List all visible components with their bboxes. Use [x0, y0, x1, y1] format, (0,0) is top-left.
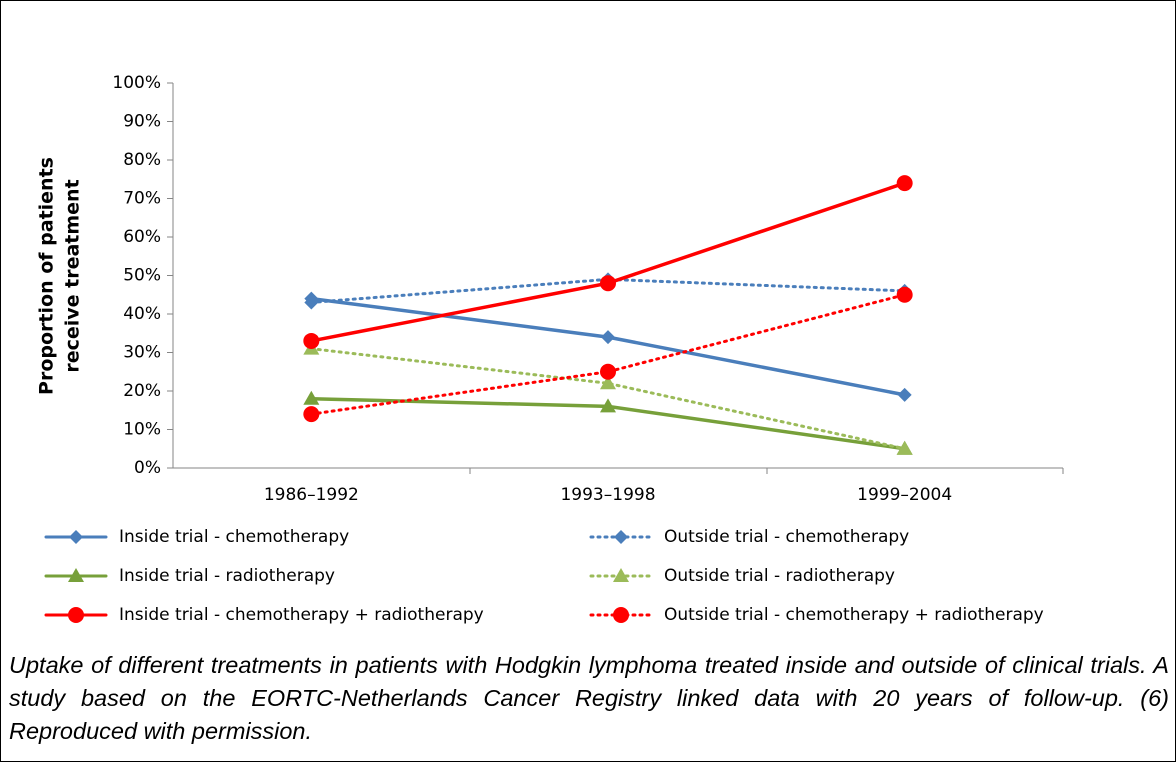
- y-tick-label: 60%: [123, 227, 161, 247]
- marker: [600, 398, 616, 413]
- marker: [897, 387, 912, 402]
- marker: [68, 568, 84, 582]
- legend-label: Outside trial - radiotherapy: [664, 566, 895, 586]
- marker: [303, 332, 320, 349]
- caption: Uptake of different treatments in patien…: [9, 652, 1169, 744]
- marker: [600, 363, 616, 380]
- series-line: [309, 347, 907, 451]
- y-tick-label: 0%: [134, 458, 161, 478]
- legend-label: Inside trial - radiotherapy: [119, 566, 335, 586]
- x-tick-label: 1999–2004: [857, 485, 952, 505]
- y-tick-label: 70%: [123, 189, 161, 209]
- y-tick-label: 50%: [123, 266, 161, 286]
- marker: [614, 530, 628, 544]
- x-tick-label: 1993–1998: [560, 485, 655, 505]
- legend-label: Outside trial - chemotherapy: [664, 527, 909, 547]
- y-tick-label: 20%: [123, 381, 161, 401]
- legend-label: Inside trial - chemotherapy + radiothera…: [119, 605, 484, 625]
- legend-label: Inside trial - chemotherapy: [119, 527, 349, 547]
- marker: [896, 286, 913, 303]
- y-tick-label: 100%: [112, 73, 161, 93]
- marker: [896, 440, 913, 455]
- marker: [68, 607, 84, 623]
- marker: [303, 390, 320, 405]
- y-tick-label: 80%: [123, 150, 161, 170]
- y-tick-label: 10%: [123, 420, 161, 440]
- marker: [69, 530, 83, 544]
- y-tick-label: 30%: [123, 343, 161, 363]
- marker: [303, 406, 320, 423]
- legend-label: Outside trial - chemotherapy + radiother…: [664, 605, 1044, 625]
- y-axis-label: receive treatment: [62, 179, 84, 372]
- marker: [304, 295, 319, 310]
- y-axis-label: Proportion of patients: [36, 157, 58, 395]
- marker: [613, 607, 629, 623]
- y-tick-label: 40%: [123, 304, 161, 324]
- marker: [601, 330, 615, 345]
- series-line: [309, 277, 907, 304]
- marker: [896, 175, 913, 192]
- marker: [613, 568, 629, 582]
- marker: [600, 375, 616, 390]
- chart: Proportion of patients receive treatment…: [36, 73, 1064, 625]
- series-line: [309, 293, 907, 416]
- x-tick-label: 1986–1992: [264, 485, 359, 505]
- marker: [600, 275, 616, 292]
- y-tick-label: 90%: [123, 112, 161, 132]
